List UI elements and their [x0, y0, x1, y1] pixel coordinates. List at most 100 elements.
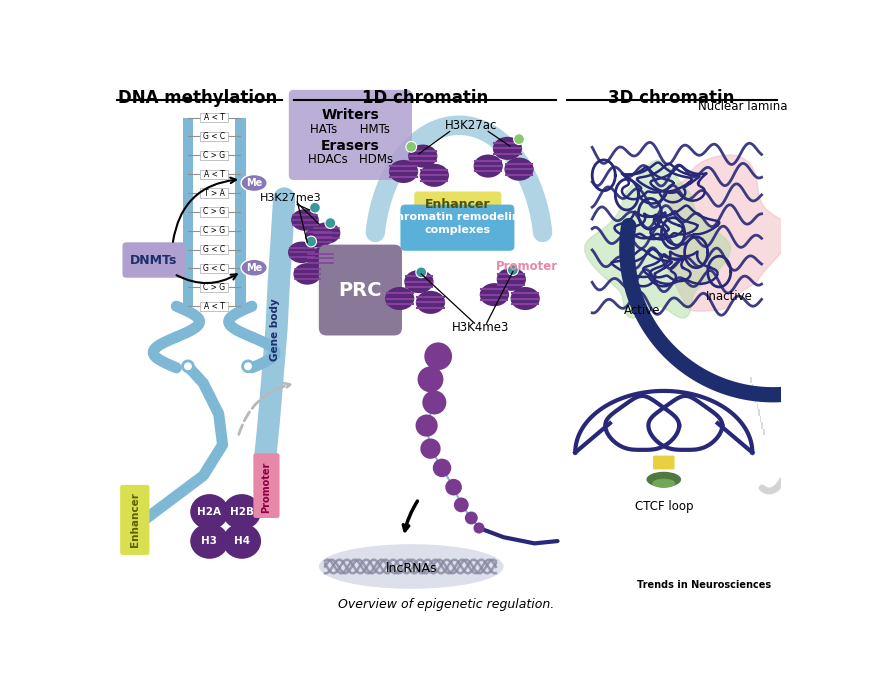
- Circle shape: [421, 390, 446, 415]
- Circle shape: [513, 134, 524, 144]
- FancyBboxPatch shape: [400, 205, 514, 251]
- FancyBboxPatch shape: [754, 397, 756, 403]
- Text: A < T: A < T: [203, 170, 224, 179]
- FancyBboxPatch shape: [235, 117, 245, 306]
- Ellipse shape: [241, 175, 267, 191]
- FancyBboxPatch shape: [749, 377, 751, 384]
- Ellipse shape: [473, 155, 502, 178]
- FancyBboxPatch shape: [200, 283, 228, 292]
- Ellipse shape: [510, 287, 539, 310]
- Ellipse shape: [190, 494, 229, 529]
- Text: Nuclear lamina: Nuclear lamina: [697, 100, 786, 113]
- Text: CTCF loop: CTCF loop: [634, 500, 693, 513]
- Text: lncRNAs: lncRNAs: [385, 562, 436, 574]
- FancyBboxPatch shape: [200, 226, 228, 236]
- Text: H3: H3: [202, 536, 217, 546]
- FancyBboxPatch shape: [751, 384, 753, 390]
- Circle shape: [242, 361, 253, 372]
- Text: Me: Me: [246, 263, 262, 273]
- FancyBboxPatch shape: [753, 390, 754, 396]
- FancyBboxPatch shape: [253, 453, 279, 518]
- Polygon shape: [666, 155, 792, 311]
- Text: H4: H4: [234, 536, 249, 546]
- Text: C > G: C > G: [202, 151, 225, 160]
- Circle shape: [432, 459, 451, 477]
- Text: A < T: A < T: [203, 113, 224, 122]
- Ellipse shape: [222, 523, 261, 559]
- Text: Inactive: Inactive: [705, 290, 752, 303]
- Text: Me: Me: [246, 178, 262, 188]
- Ellipse shape: [318, 544, 503, 589]
- Ellipse shape: [504, 158, 533, 181]
- Circle shape: [454, 498, 468, 512]
- Circle shape: [415, 267, 426, 278]
- Ellipse shape: [241, 259, 267, 276]
- Ellipse shape: [419, 164, 448, 187]
- FancyBboxPatch shape: [200, 245, 228, 254]
- Text: Gene body: Gene body: [269, 298, 280, 361]
- FancyBboxPatch shape: [200, 132, 228, 141]
- Circle shape: [464, 511, 477, 524]
- Ellipse shape: [408, 144, 437, 168]
- Ellipse shape: [404, 270, 433, 293]
- Circle shape: [417, 366, 443, 392]
- Text: H2A: H2A: [197, 507, 222, 517]
- Text: Overview of epigenetic regulation.: Overview of epigenetic regulation.: [337, 598, 554, 612]
- Text: Chromatin remodeling
complexes: Chromatin remodeling complexes: [388, 212, 527, 236]
- Text: Promoter: Promoter: [262, 462, 271, 513]
- Circle shape: [473, 522, 484, 533]
- Text: DNMTs: DNMTs: [130, 254, 177, 267]
- Circle shape: [309, 202, 320, 213]
- Circle shape: [405, 142, 416, 152]
- Text: PRC: PRC: [338, 281, 381, 301]
- Circle shape: [445, 479, 461, 495]
- Ellipse shape: [415, 291, 445, 314]
- FancyBboxPatch shape: [760, 422, 762, 428]
- Text: Writers: Writers: [322, 108, 379, 122]
- Ellipse shape: [385, 287, 414, 310]
- Text: 1D chromatin: 1D chromatin: [362, 89, 488, 107]
- Text: G < C: G < C: [202, 132, 225, 141]
- Text: C > G: C > G: [202, 283, 225, 292]
- Circle shape: [424, 343, 452, 370]
- Text: H3K27ac: H3K27ac: [445, 119, 497, 132]
- Text: A < T: A < T: [203, 302, 224, 311]
- Circle shape: [182, 361, 193, 372]
- Text: Active: Active: [623, 303, 660, 316]
- Text: Promoter: Promoter: [495, 260, 557, 273]
- FancyBboxPatch shape: [200, 207, 228, 216]
- Text: G < C: G < C: [202, 245, 225, 254]
- Ellipse shape: [222, 494, 261, 529]
- Text: G < C: G < C: [202, 264, 225, 273]
- FancyBboxPatch shape: [200, 151, 228, 160]
- Text: Enhancer: Enhancer: [129, 492, 140, 547]
- Text: H3K27me3: H3K27me3: [260, 193, 322, 203]
- Text: Trends in Neurosciences: Trends in Neurosciences: [637, 580, 771, 590]
- FancyBboxPatch shape: [759, 416, 760, 422]
- Ellipse shape: [293, 263, 321, 285]
- FancyBboxPatch shape: [200, 113, 228, 122]
- Ellipse shape: [291, 209, 318, 231]
- FancyBboxPatch shape: [414, 191, 501, 217]
- FancyBboxPatch shape: [200, 264, 228, 273]
- Ellipse shape: [652, 479, 674, 488]
- Ellipse shape: [492, 137, 521, 160]
- Circle shape: [420, 439, 440, 459]
- Circle shape: [507, 265, 518, 276]
- Ellipse shape: [388, 160, 418, 183]
- Text: C > G: C > G: [202, 207, 225, 216]
- Text: C > G: C > G: [202, 226, 225, 235]
- FancyBboxPatch shape: [123, 243, 185, 278]
- Text: Erasers: Erasers: [321, 139, 380, 153]
- Ellipse shape: [496, 267, 526, 291]
- Ellipse shape: [306, 247, 334, 269]
- Circle shape: [305, 236, 316, 247]
- FancyBboxPatch shape: [200, 189, 228, 198]
- Text: Enhancer: Enhancer: [424, 198, 489, 211]
- FancyBboxPatch shape: [289, 90, 412, 180]
- FancyBboxPatch shape: [120, 485, 149, 555]
- Circle shape: [325, 218, 335, 229]
- Ellipse shape: [479, 283, 508, 306]
- FancyBboxPatch shape: [762, 429, 764, 435]
- FancyBboxPatch shape: [182, 117, 193, 306]
